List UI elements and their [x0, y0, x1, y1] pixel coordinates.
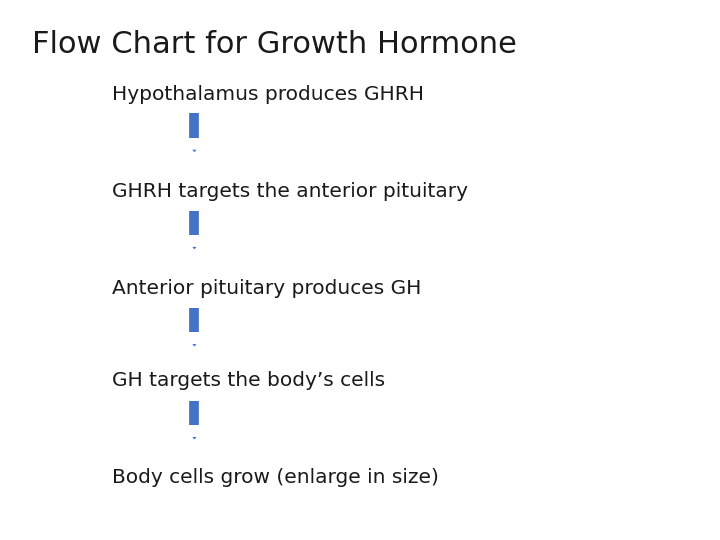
- Text: Hypothalamus produces GHRH: Hypothalamus produces GHRH: [112, 85, 423, 104]
- Text: Body cells grow (enlarge in size): Body cells grow (enlarge in size): [112, 468, 438, 488]
- Text: Anterior pituitary produces GH: Anterior pituitary produces GH: [112, 279, 421, 299]
- Text: Flow Chart for Growth Hormone: Flow Chart for Growth Hormone: [32, 30, 517, 59]
- Text: GHRH targets the anterior pituitary: GHRH targets the anterior pituitary: [112, 182, 467, 201]
- Text: GH targets the body’s cells: GH targets the body’s cells: [112, 371, 384, 390]
